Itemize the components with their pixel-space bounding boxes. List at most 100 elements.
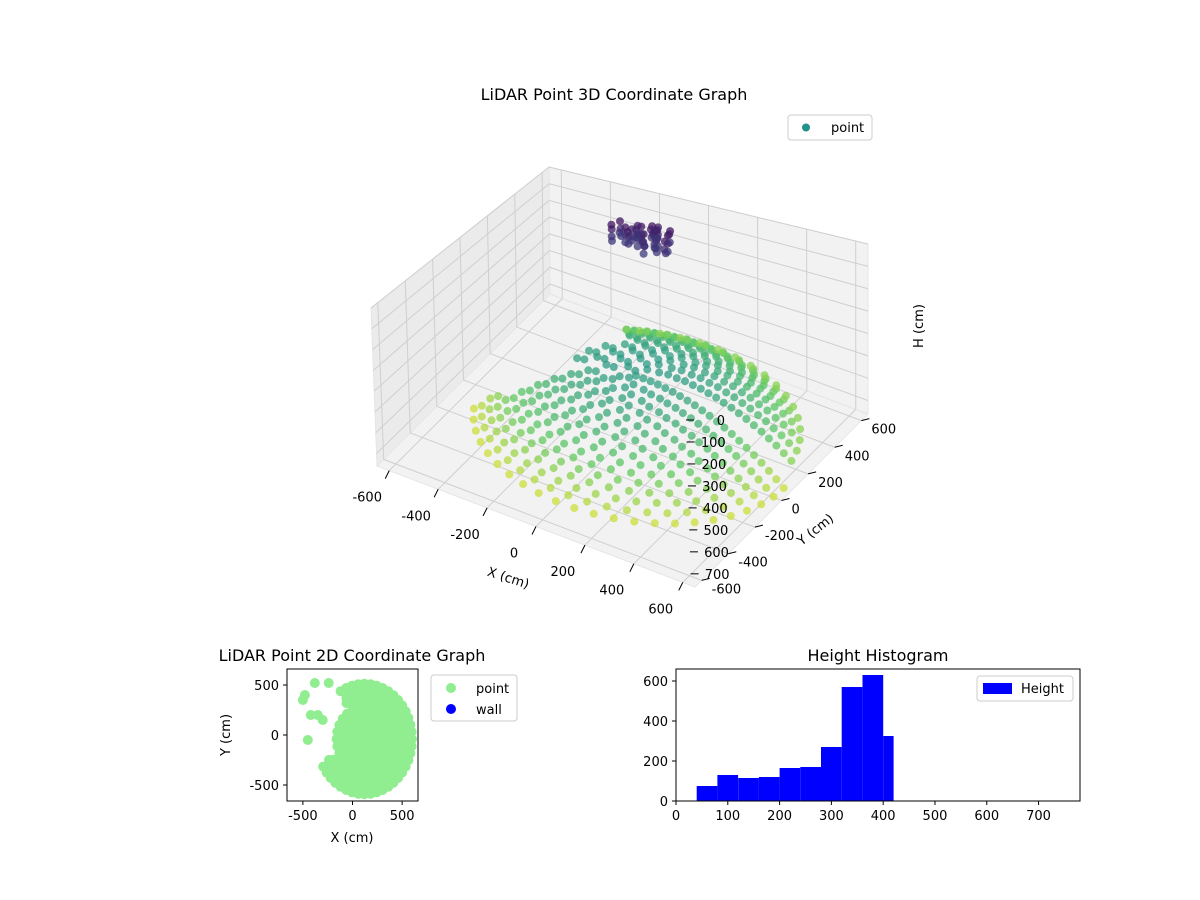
grid-line-h-back bbox=[549, 250, 869, 357]
scatter-point-3d bbox=[616, 458, 624, 467]
x-tick-label-3d: -400 bbox=[401, 509, 431, 524]
scatter-point-3d bbox=[579, 405, 588, 414]
scatter-point-3d bbox=[570, 504, 579, 512]
scatter-point-3d bbox=[545, 430, 554, 439]
legend-2d-label-wall: wall bbox=[476, 703, 502, 718]
plot-3d: LiDAR Point 3D Coordinate Graph -600 -400… bbox=[352, 85, 927, 617]
scatter-point-3d bbox=[477, 401, 486, 410]
scatter-point-3d bbox=[534, 489, 543, 498]
scatter-point-3d bbox=[742, 415, 751, 423]
scatter-point-3d bbox=[779, 484, 788, 493]
scatter-point-2d bbox=[299, 690, 310, 700]
scatter-point-3d bbox=[558, 374, 567, 383]
scatter-point-3d bbox=[642, 360, 651, 369]
scatter-point-2d bbox=[305, 710, 316, 720]
scatter-point-3d bbox=[607, 232, 616, 241]
scatter-point-3d bbox=[762, 483, 771, 492]
scatter-point-3d bbox=[750, 451, 758, 460]
scatter-point-3d bbox=[592, 348, 601, 357]
scatter-point-3d bbox=[653, 234, 662, 243]
scatter-point-3d bbox=[637, 396, 646, 405]
scatter-point-3d bbox=[613, 475, 622, 484]
legend-3d-label-point: point bbox=[831, 121, 864, 136]
scatter-point-3d bbox=[519, 480, 528, 489]
plot-2d-points bbox=[297, 678, 417, 800]
plot-histogram: Height Histogram 0 100 200 300 400 500 600 7000… bbox=[643, 646, 1081, 824]
scatter-point-3d bbox=[665, 352, 674, 361]
scatter-point-3d bbox=[624, 357, 632, 366]
scatter-point-3d bbox=[645, 488, 654, 497]
scatter-point-3d bbox=[769, 492, 778, 501]
scatter-point-3d bbox=[615, 372, 624, 381]
scatter-point-3d bbox=[724, 445, 733, 453]
scatter-point-3d bbox=[598, 437, 607, 446]
scatter-point-3d bbox=[599, 374, 608, 382]
scatter-point-3d bbox=[705, 378, 714, 387]
plot-3d-points bbox=[469, 217, 805, 528]
scatter-point-3d bbox=[694, 457, 703, 466]
scatter-point-3d bbox=[603, 408, 611, 417]
z-tick-label-3d: 100 bbox=[701, 436, 726, 451]
scatter-point-3d bbox=[567, 395, 576, 404]
chart-2d-title: LiDAR Point 2D Coordinate Graph bbox=[219, 646, 486, 665]
y-tick-label-histogram: 0 bbox=[660, 795, 668, 810]
scatter-point-3d bbox=[528, 397, 537, 406]
scatter-point-3d bbox=[634, 229, 643, 238]
grid-line-y-left bbox=[486, 215, 491, 354]
scatter-point-3d bbox=[690, 518, 699, 527]
scatter-point-3d bbox=[720, 377, 729, 386]
scatter-point-3d bbox=[653, 422, 662, 431]
scatter-point-3d bbox=[694, 419, 703, 428]
y-tick-label-2d: 0 bbox=[271, 729, 279, 744]
scatter-point-3d bbox=[742, 506, 751, 515]
scatter-point-3d bbox=[703, 444, 712, 453]
legend-histogram-label: Height bbox=[1021, 682, 1064, 697]
scatter-point-3d bbox=[608, 375, 617, 383]
scatter-point-3d bbox=[714, 345, 722, 354]
scatter-point-3d bbox=[622, 325, 631, 334]
x-tick-label-histogram: 700 bbox=[1026, 809, 1051, 824]
grid-line-h-back bbox=[549, 183, 869, 267]
scatter-point-3d bbox=[683, 396, 692, 405]
scatter-point-3d bbox=[757, 458, 766, 467]
x-tick-label-3d: 200 bbox=[551, 565, 576, 580]
scatter-point-3d bbox=[621, 383, 629, 392]
scatter-point-3d bbox=[493, 402, 502, 411]
scatter-point-3d bbox=[633, 333, 641, 342]
grid-line-y-left bbox=[404, 280, 411, 433]
scatter-point-3d bbox=[684, 487, 693, 496]
scatter-point-3d bbox=[654, 355, 663, 364]
scatter-point-3d bbox=[735, 436, 744, 445]
scatter-point-3d bbox=[696, 374, 705, 383]
scatter-point-3d bbox=[709, 515, 718, 524]
plot-2d-ticks: -500 0 500 -500 0 500 bbox=[249, 679, 414, 824]
scatter-point-3d bbox=[569, 453, 578, 462]
scatter-point-3d bbox=[557, 396, 566, 405]
grid-line-h-back bbox=[549, 283, 869, 402]
scatter-point-3d bbox=[677, 349, 686, 358]
scatter-point-3d bbox=[676, 392, 684, 401]
scatter-point-3d bbox=[653, 380, 662, 389]
scatter-point-3d bbox=[550, 413, 559, 421]
scatter-point-3d bbox=[663, 399, 672, 408]
scatter-point-3d bbox=[661, 384, 670, 393]
histogram-bar bbox=[841, 687, 863, 801]
scatter-point-3d bbox=[769, 424, 778, 433]
scatter-point-3d bbox=[493, 460, 502, 468]
grid-line-y-left bbox=[459, 237, 464, 381]
grid-line-h-left bbox=[373, 216, 550, 371]
scatter-point-3d bbox=[625, 486, 633, 495]
scatter-point-3d bbox=[643, 415, 652, 424]
scatter-point-3d bbox=[508, 418, 517, 427]
scatter-point-3d bbox=[763, 406, 772, 415]
scatter-point-3d bbox=[469, 415, 478, 424]
scatter-point-3d bbox=[510, 435, 519, 444]
scatter-point-3d bbox=[672, 341, 680, 350]
scatter-point-3d bbox=[584, 390, 593, 399]
scatter-point-3d bbox=[521, 445, 529, 454]
scatter-point-3d bbox=[742, 443, 751, 452]
scatter-point-3d bbox=[772, 441, 781, 450]
scatter-point-3d bbox=[505, 470, 514, 479]
scatter-point-3d bbox=[609, 514, 618, 523]
